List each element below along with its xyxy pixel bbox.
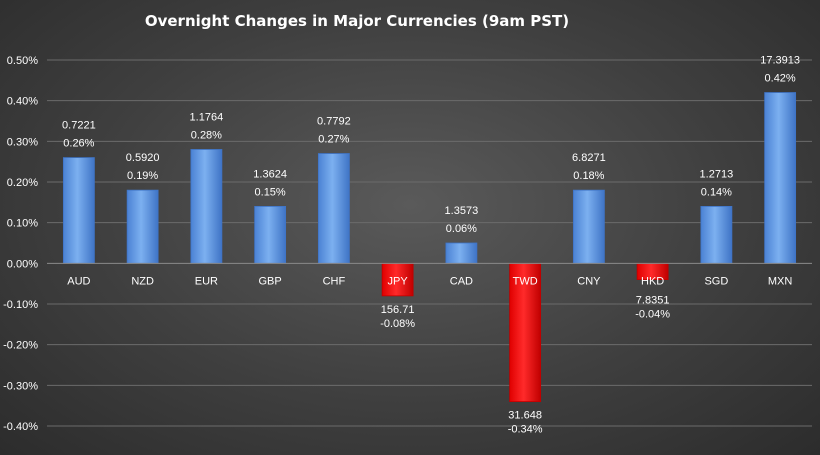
bar-nzd: [126, 189, 159, 264]
category-label-sgd: SGD: [704, 275, 728, 287]
y-tick-label: -0.30%: [3, 380, 38, 392]
pct-label-cny: 0.18%: [573, 170, 604, 182]
pct-label-jpy: -0.08%: [380, 318, 415, 330]
rate-label-chf: 0.7792: [317, 116, 351, 128]
y-tick-label: 0.30%: [7, 136, 38, 148]
pct-label-nzd: 0.19%: [127, 170, 158, 182]
pct-label-sgd: 0.14%: [701, 186, 732, 198]
pct-label-hkd: -0.04%: [635, 308, 670, 320]
category-label-eur: EUR: [195, 275, 218, 287]
bar-cny: [572, 189, 605, 264]
rate-label-gbp: 1.3624: [253, 168, 287, 180]
rate-label-sgd: 1.2713: [700, 168, 734, 180]
y-tick-label: -0.10%: [3, 299, 38, 311]
bar-aud: [62, 157, 95, 264]
rate-label-hkd: 7.8351: [636, 294, 670, 306]
category-label-aud: AUD: [67, 275, 90, 287]
bar-eur: [190, 149, 223, 264]
y-tick-label: -0.20%: [3, 340, 38, 352]
y-tick-label: 0.40%: [7, 96, 38, 108]
rate-label-mxn: 17.3913: [760, 55, 800, 67]
category-label-jpy: JPY: [388, 275, 409, 287]
pct-label-aud: 0.26%: [63, 138, 94, 150]
category-label-chf: CHF: [323, 275, 346, 287]
rate-label-aud: 0.7221: [62, 120, 96, 132]
pct-label-eur: 0.28%: [191, 129, 222, 141]
x-axis-categories: AUD NZD EUR GBP CHF JPY CAD TWD CNY HKD SGD MXN: [67, 275, 792, 287]
category-label-gbp: GBP: [259, 275, 282, 287]
pct-label-gbp: 0.15%: [255, 186, 286, 198]
y-tick-label: 0.20%: [7, 177, 38, 189]
rate-label-twd: 31.648: [508, 410, 542, 422]
rate-label-jpy: 156.71: [381, 304, 415, 316]
chart-title: Overnight Changes in Major Currencies (9…: [145, 12, 569, 30]
category-label-cad: CAD: [450, 275, 473, 287]
rate-label-eur: 1.1764: [190, 111, 224, 123]
rate-label-cad: 1.3573: [445, 205, 479, 217]
bar-chf: [317, 153, 350, 264]
data-labels: 0.7221 0.26% 0.5920 0.19% 1.1764 0.28% 1.3624 0…: [62, 55, 800, 436]
pct-label-twd: -0.34%: [508, 424, 543, 436]
rate-label-cny: 6.8271: [572, 152, 606, 164]
y-tick-label: 0.50%: [7, 55, 38, 67]
category-label-twd: TWD: [513, 275, 538, 287]
category-label-cny: CNY: [577, 275, 601, 287]
pct-label-chf: 0.27%: [318, 134, 349, 146]
category-label-nzd: NZD: [131, 275, 154, 287]
rate-label-nzd: 0.5920: [126, 152, 160, 164]
y-tick-label: -0.40%: [3, 421, 38, 433]
bars: [62, 92, 797, 403]
y-tick-label: 0.10%: [7, 218, 38, 230]
y-axis-ticks: 0.50% 0.40% 0.30% 0.20% 0.10% 0.00% -0.10% -0.2…: [3, 55, 38, 433]
gridlines: [47, 59, 812, 427]
bar-sgd: [700, 205, 733, 264]
bar-twd: [509, 262, 542, 403]
bar-mxn: [764, 92, 797, 264]
y-tick-label: 0.00%: [7, 258, 38, 270]
bar-gbp: [254, 205, 287, 264]
pct-label-mxn: 0.42%: [765, 73, 796, 85]
category-label-mxn: MXN: [768, 275, 793, 287]
bar-cad: [445, 242, 478, 264]
category-label-hkd: HKD: [641, 275, 664, 287]
pct-label-cad: 0.06%: [446, 223, 477, 235]
